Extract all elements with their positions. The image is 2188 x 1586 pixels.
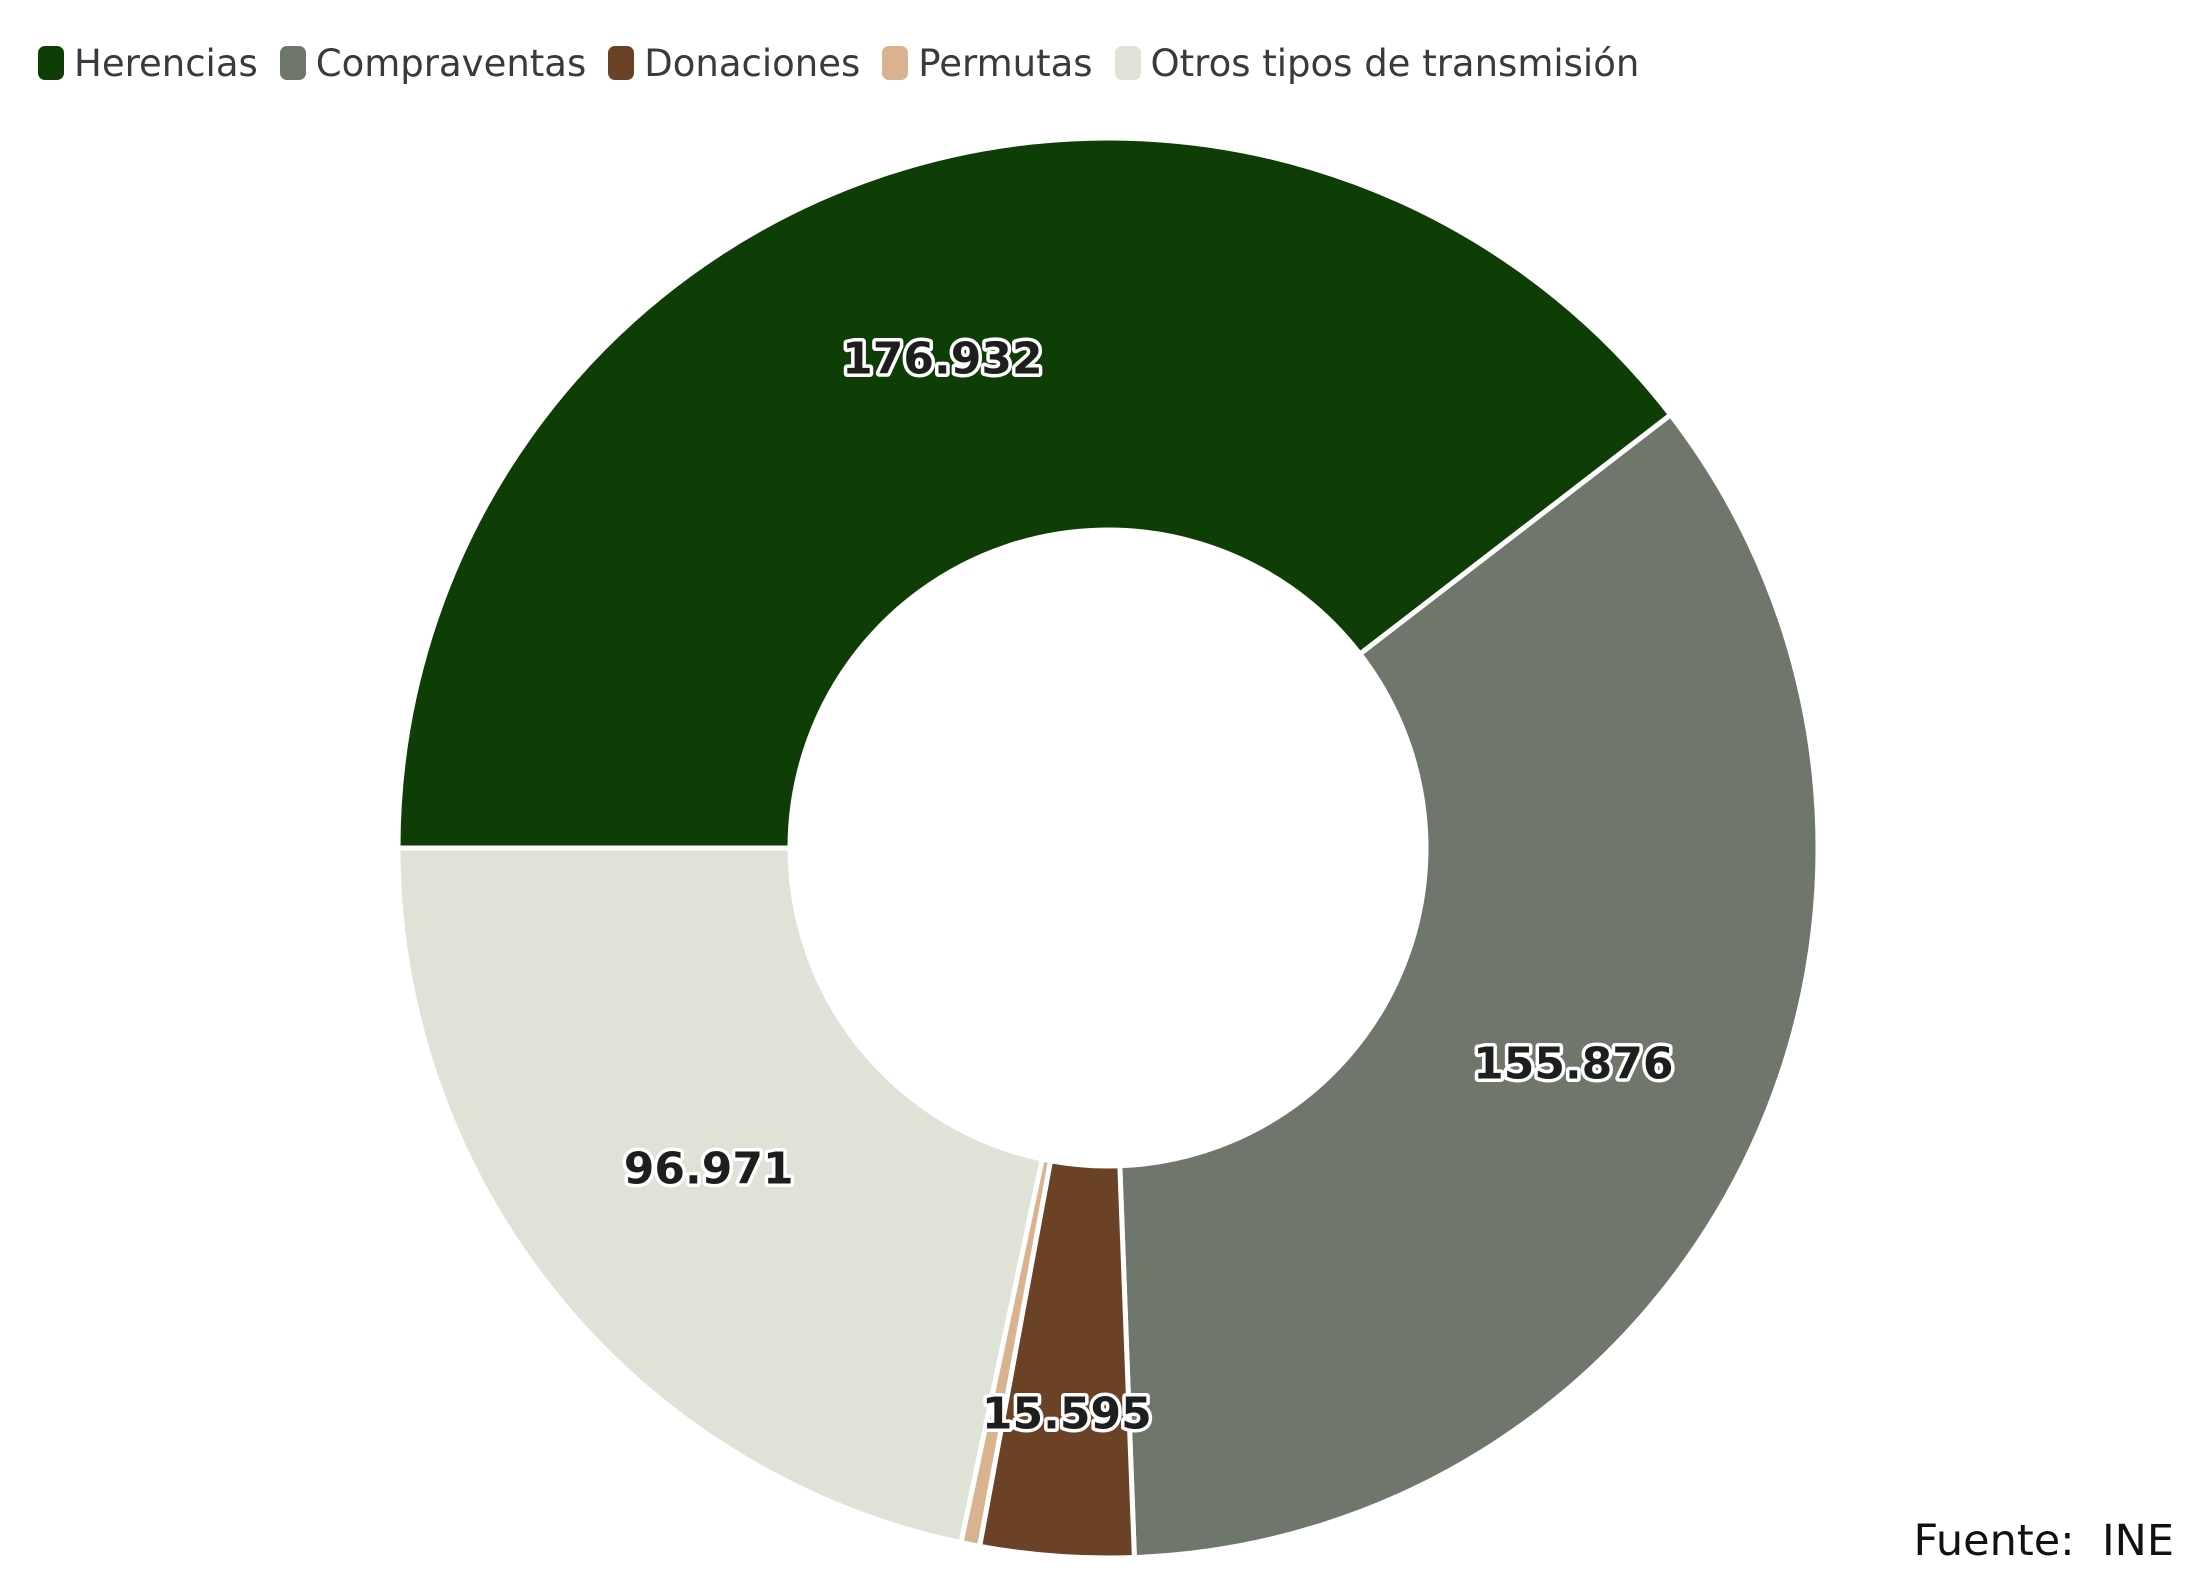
legend-item-otros[interactable]: Otros tipos de transmisión xyxy=(1114,41,1640,85)
legend-item-compraventas[interactable]: Compraventas xyxy=(279,41,587,85)
legend-label: Compraventas xyxy=(315,41,587,85)
legend-swatch xyxy=(608,46,635,80)
legend-label: Herencias xyxy=(74,41,258,85)
data-label-compraventas: 155.876 xyxy=(1473,1038,1673,1089)
slice-herencias[interactable] xyxy=(395,135,1674,851)
data-label-herencias: 176.932 xyxy=(842,333,1042,384)
legend-swatch xyxy=(279,46,306,80)
legend-swatch xyxy=(882,46,909,80)
donut-slices xyxy=(395,135,1821,1561)
legend-label: Donaciones xyxy=(644,41,861,85)
legend-swatch xyxy=(1114,46,1141,80)
slice-otros[interactable] xyxy=(395,845,1045,1546)
legend-label: Otros tipos de transmisión xyxy=(1150,41,1640,85)
slice-compraventas[interactable] xyxy=(1117,412,1821,1561)
chart-legend: Herencias Compraventas Donaciones Permut… xyxy=(38,38,1639,88)
data-label-donaciones: 15.595 xyxy=(982,1389,1152,1440)
legend-item-donaciones[interactable]: Donaciones xyxy=(608,42,860,85)
data-label-otros: 96.971 xyxy=(624,1144,794,1195)
donut-labels: 176.932 155.876 15.595 96.971 xyxy=(620,330,1677,1443)
legend-item-herencias[interactable]: Herencias xyxy=(38,42,258,85)
legend-swatch xyxy=(38,46,64,80)
source-note: Fuente: INE xyxy=(1913,1516,2175,1566)
legend-item-permutas[interactable]: Permutas xyxy=(882,41,1093,85)
legend-label: Permutas xyxy=(918,41,1093,85)
